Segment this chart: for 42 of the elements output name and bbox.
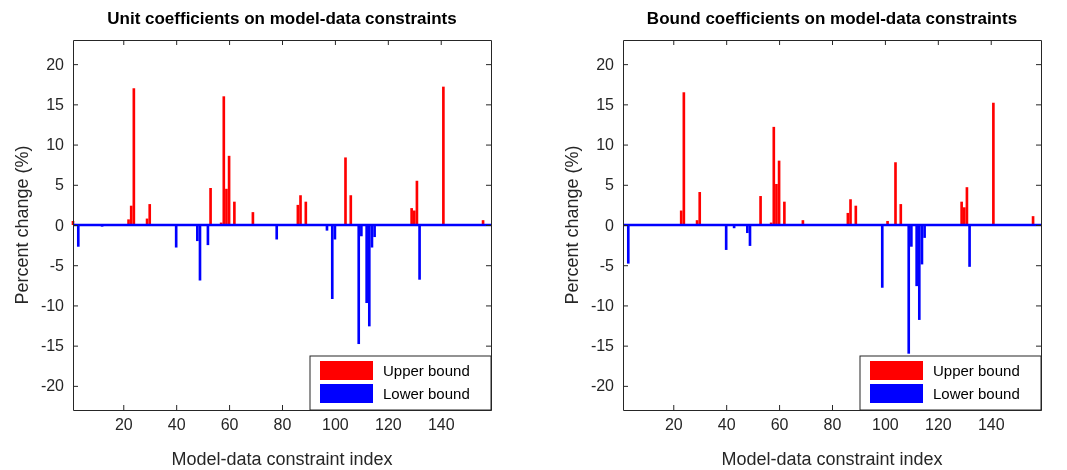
- y-axis-title: Percent change (%): [12, 145, 32, 305]
- y-tick-label: -20: [590, 377, 615, 395]
- y-tick-label: -5: [599, 256, 615, 274]
- y-tick-label: 10: [596, 136, 615, 154]
- y-tick-label: 20: [46, 55, 65, 73]
- legend-label: Lower bound: [933, 385, 1020, 402]
- y-tick-label: 20: [596, 55, 615, 73]
- x-tick-label: 140: [977, 416, 1005, 434]
- x-tick-label: 100: [872, 416, 899, 434]
- x-tick-label: 80: [823, 416, 842, 434]
- x-tick-label: 60: [770, 416, 789, 434]
- x-axis-title: Model-data constraint index: [721, 449, 943, 469]
- x-tick-label: 80: [273, 416, 292, 434]
- y-tick-label: 0: [55, 216, 65, 234]
- x-tick-label: 60: [220, 416, 239, 434]
- chart-title: Unit coefficients on model-data constraints: [107, 9, 457, 28]
- x-tick-label: 40: [167, 416, 186, 434]
- y-tick-label: 0: [605, 216, 615, 234]
- x-tick-label: 20: [664, 416, 683, 434]
- y-tick-label: -15: [590, 337, 615, 355]
- y-tick-label: -15: [40, 337, 65, 355]
- y-tick-label: 5: [605, 176, 615, 194]
- x-tick-label: 140: [427, 416, 455, 434]
- x-tick-label: 120: [924, 416, 952, 434]
- y-tick-label: -10: [590, 297, 615, 315]
- y-tick-label: -20: [40, 377, 65, 395]
- x-tick-label: 120: [374, 416, 402, 434]
- y-tick-label: 10: [46, 136, 65, 154]
- x-axis-title: Model-data constraint index: [171, 449, 393, 469]
- legend-label: Lower bound: [383, 385, 470, 402]
- legend-label: Upper bound: [383, 362, 470, 379]
- legend-label: Upper bound: [933, 362, 1020, 379]
- chart-title: Bound coefficients on model-data constraints: [646, 9, 1018, 28]
- x-tick-label: 40: [717, 416, 736, 434]
- y-axis-title: Percent change (%): [562, 145, 582, 305]
- y-tick-label: 15: [596, 95, 615, 113]
- x-tick-label: 20: [114, 416, 133, 434]
- y-tick-label: -5: [49, 256, 65, 274]
- y-tick-label: 15: [46, 95, 65, 113]
- y-tick-label: 5: [55, 176, 65, 194]
- y-tick-label: -10: [40, 297, 65, 315]
- x-tick-label: 100: [322, 416, 349, 434]
